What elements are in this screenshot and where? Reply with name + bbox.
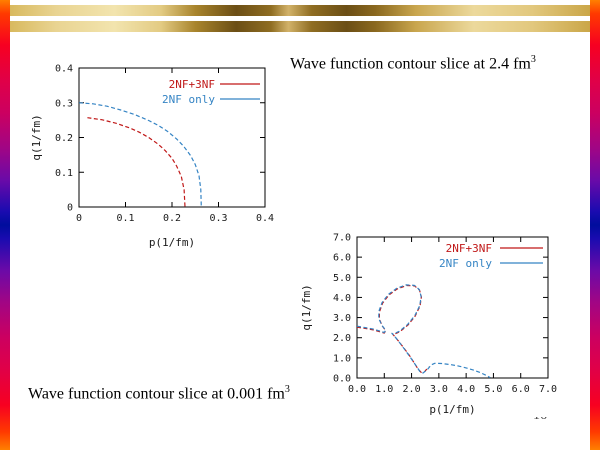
contour-plot-right: 0.0 1.0 2.0 3.0 4.0 5.0 6.0 7.0 0.0 1.0 2.0 3.0 4.0 5… [300, 228, 558, 428]
y-tick-label: 0.2 [55, 133, 73, 144]
y-tick-label: 6.0 [333, 253, 351, 264]
x-tick-label: 0.2 [163, 213, 181, 224]
legend-label-red: 2NF+3NF [446, 242, 492, 255]
y-axis-label: q(1/fm) [30, 114, 43, 160]
plot-frame [356, 236, 549, 379]
contour-plot-left: 0 0.1 0.2 0.3 0.4 0 0.1 0.2 0.3 0.4 p(1/fm) q(1/fm)… [30, 52, 282, 260]
caption-bottom-text: Wave function contour slice at 0.001 fm [28, 385, 285, 403]
page-number: 16 [533, 417, 559, 424]
contour-plot-right-svg: 0.0 1.0 2.0 3.0 4.0 5.0 6.0 7.0 0.0 1.0 2.0 3.0 4.0 5… [300, 233, 557, 417]
x-tick-label: 0.0 [348, 384, 366, 395]
x-tick-label: 0.3 [209, 213, 227, 224]
x-tick-label: 0.4 [256, 213, 274, 224]
series-curve-blue [78, 102, 202, 208]
y-tick-label: 4.0 [333, 293, 351, 304]
left-gradient-bar [0, 0, 10, 450]
x-tick-label: 6.0 [512, 384, 530, 395]
caption-bottom-sup: 3 [284, 384, 290, 395]
caption-top-text: Wave function contour slice at 2.4 fm [290, 55, 531, 73]
x-axis-label: p(1/fm) [149, 236, 195, 249]
right-gradient-bar [590, 0, 600, 450]
y-tick-label: 5.0 [333, 273, 351, 284]
top-gold-bar-2 [10, 21, 590, 32]
caption-bottom-left: Wave function contour slice at 0.001 fm3 [28, 384, 290, 403]
y-tick-label: 0.3 [55, 98, 73, 109]
legend-label-blue: 2NF only [439, 257, 492, 270]
legend-label-red: 2NF+3NF [169, 78, 215, 91]
y-tick-label: 0 [67, 203, 73, 214]
x-tick-label: 3.0 [430, 384, 448, 395]
x-tick-label: 7.0 [539, 384, 557, 395]
y-tick-label: 7.0 [333, 233, 351, 244]
legend-label-blue: 2NF only [162, 93, 215, 106]
page-number-text: 16 [533, 417, 559, 424]
caption-top-sup: 3 [530, 54, 536, 65]
top-gold-bar-1 [10, 5, 590, 16]
y-tick-label: 3.0 [333, 313, 351, 324]
x-tick-label: 5.0 [484, 384, 502, 395]
caption-top-right: Wave function contour slice at 2.4 fm3 [290, 54, 536, 73]
x-axis-label: p(1/fm) [429, 403, 475, 416]
x-tick-label: 0 [76, 213, 82, 224]
x-tick-label: 1.0 [375, 384, 393, 395]
y-tick-label: 0.4 [55, 64, 73, 75]
y-tick-label: 2.0 [333, 333, 351, 344]
x-tick-label: 4.0 [457, 384, 475, 395]
y-tick-label: 1.0 [333, 353, 351, 364]
contour-plot-left-svg: 0 0.1 0.2 0.3 0.4 0 0.1 0.2 0.3 0.4 p(1/fm) q(1/fm)… [30, 64, 274, 250]
series-curve-blue [356, 284, 491, 379]
y-tick-label: 0.1 [55, 168, 73, 179]
y-tick-label: 0.0 [333, 374, 351, 385]
x-tick-label: 0.1 [116, 213, 134, 224]
x-tick-label: 2.0 [403, 384, 421, 395]
series-curve-red [356, 284, 429, 373]
series-curve-red [87, 117, 186, 208]
y-axis-label: q(1/fm) [300, 284, 313, 330]
